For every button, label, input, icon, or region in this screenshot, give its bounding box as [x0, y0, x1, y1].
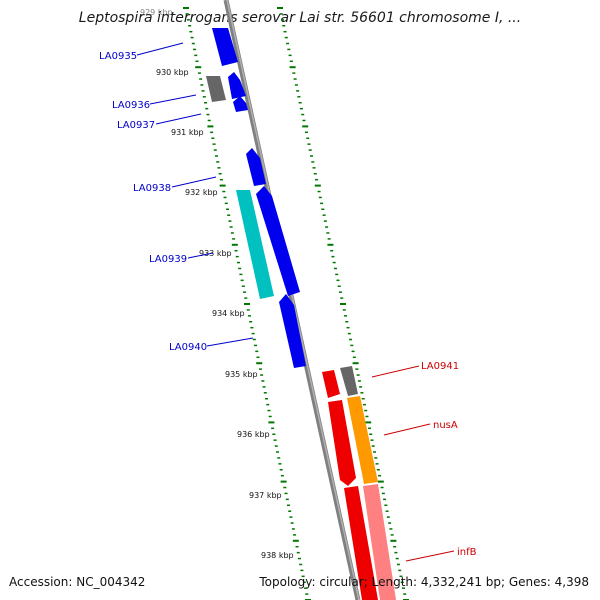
gene-LA0936b-feature[interactable]	[228, 72, 246, 99]
kbp-ruler-left	[183, 7, 311, 600]
kbp-label-top: 929 kbp	[140, 8, 173, 17]
leader-LA0938	[171, 176, 217, 188]
gene-LA0940-feature[interactable]	[279, 294, 306, 368]
kbp-label-938: 938 kbp	[261, 551, 294, 560]
leader-LA0941	[371, 365, 420, 378]
leader-nusA	[383, 423, 431, 436]
gene-red-1-feature[interactable]	[322, 370, 340, 398]
gene-label-LA0936[interactable]: LA0936	[112, 100, 150, 111]
leader-LA0935	[136, 42, 184, 56]
gene-red-3-feature[interactable]	[344, 486, 378, 600]
gene-label-LA0938[interactable]: LA0938	[133, 183, 171, 194]
gene-LA0939-feature[interactable]	[236, 190, 274, 299]
gene-infB-feature[interactable]	[363, 484, 396, 600]
gene-LA0937-feature[interactable]	[233, 96, 248, 112]
kbp-ruler-right	[277, 7, 409, 600]
kbp-label-935: 935 kbp	[225, 370, 258, 379]
kbp-label-937: 937 kbp	[249, 491, 282, 500]
gene-label-LA0941[interactable]: LA0941	[421, 361, 459, 372]
gene-nusA-feature[interactable]	[347, 396, 378, 484]
gene-label-LA0940[interactable]: LA0940	[169, 342, 207, 353]
kbp-label-934: 934 kbp	[212, 309, 245, 318]
gene-LA0938-feature[interactable]	[246, 148, 266, 186]
kbp-label-931: 931 kbp	[171, 128, 204, 137]
gene-label-LA0939[interactable]: LA0939	[149, 254, 187, 265]
gene-label-LA0935[interactable]: LA0935	[99, 51, 137, 62]
leader-infB	[405, 550, 455, 562]
map-title: Leptospira interrogans serovar Lai str. …	[78, 10, 522, 26]
kbp-label-930: 930 kbp	[156, 68, 189, 77]
gene-label-infB[interactable]: infB	[457, 547, 477, 558]
chromosome-backbone	[223, 0, 361, 600]
leader-LA0937	[155, 113, 202, 125]
gene-LA0941-feature[interactable]	[340, 366, 358, 396]
gene-red-2-feature[interactable]	[328, 400, 356, 486]
kbp-label-933: 933 kbp	[199, 249, 232, 258]
gene-label-nusA[interactable]: nusA	[433, 420, 458, 431]
topology-summary-text: Topology: circular; Length: 4,332,241 bp…	[259, 575, 589, 589]
kbp-label-936: 936 kbp	[237, 430, 270, 439]
chromosome-backbone-highlight	[226, 0, 360, 600]
accession-text: Accession: NC_004342	[9, 575, 146, 589]
leader-LA0936	[149, 94, 197, 105]
kbp-label-932: 932 kbp	[185, 188, 218, 197]
gene-label-LA0937[interactable]: LA0937	[117, 120, 155, 131]
gene-LA0936-feature[interactable]	[206, 76, 226, 102]
leader-LA0940	[206, 337, 254, 347]
leader-LA0939	[187, 252, 214, 259]
gene-LA0935-feature[interactable]	[212, 28, 238, 66]
gene-LA0938b-feature[interactable]	[256, 186, 300, 296]
